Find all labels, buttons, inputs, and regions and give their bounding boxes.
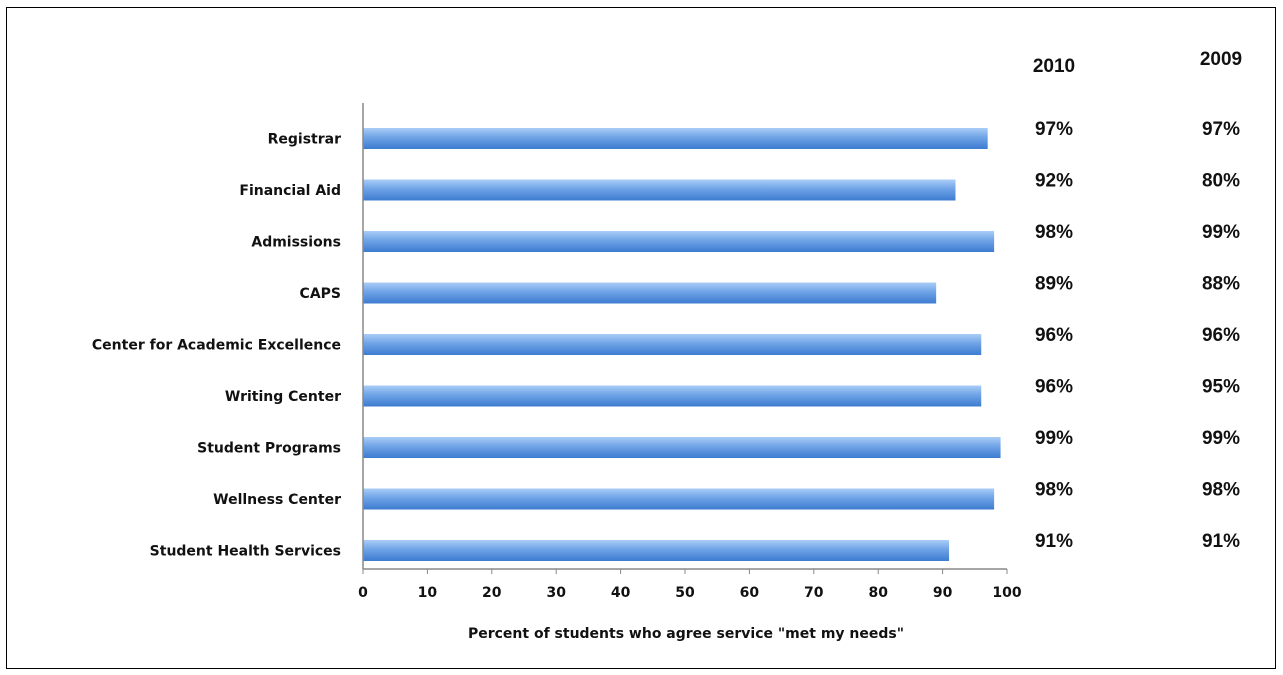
table-header-2010: 2010 — [1033, 56, 1075, 77]
x-tick-label: 60 — [740, 585, 760, 601]
category-label: Admissions — [251, 235, 341, 251]
value-2009: 91% — [1202, 531, 1240, 552]
value-2010: 96% — [1035, 325, 1073, 346]
bar-admissions — [363, 231, 995, 252]
category-label: Writing Center — [225, 389, 341, 405]
x-tick-label: 70 — [804, 585, 824, 601]
value-2009: 96% — [1202, 325, 1240, 346]
bars-layer — [363, 128, 1001, 561]
x-axis-title: Percent of students who agree service "m… — [468, 626, 904, 642]
x-tick-labels: 0 10 20 30 40 50 60 70 80 90 100 — [358, 585, 1022, 601]
value-2009: 99% — [1202, 222, 1240, 243]
value-2010: 89% — [1035, 274, 1073, 295]
category-label: Center for Academic Excellence — [92, 338, 341, 354]
value-2009: 97% — [1202, 119, 1240, 140]
bar-registrar — [363, 128, 988, 149]
value-2010: 98% — [1035, 222, 1073, 243]
value-2010: 91% — [1035, 531, 1073, 552]
value-2010: 97% — [1035, 119, 1073, 140]
value-2009: 98% — [1202, 480, 1240, 501]
bar-student-health-services — [363, 540, 950, 561]
category-labels: Registrar Financial Aid Admissions CAPS Cent… — [92, 132, 341, 560]
percent-column-2009: 97% 80% 99% 88% 96% 95% 99% 98% 91% — [1202, 119, 1240, 552]
percent-column-2010: 97% 92% 98% 89% 96% 96% 99% 98% 91% — [1035, 119, 1073, 552]
bar-center-for-academic-excellence — [363, 334, 982, 355]
x-tick-label: 40 — [611, 585, 631, 601]
x-tick-label: 0 — [358, 585, 368, 601]
value-2010: 99% — [1035, 428, 1073, 449]
x-tick-label: 20 — [482, 585, 502, 601]
bar-writing-center — [363, 385, 982, 407]
bar-financial-aid — [363, 179, 956, 201]
bar-student-programs — [363, 437, 1001, 458]
x-tick-label: 80 — [868, 585, 888, 601]
x-tick-label: 30 — [546, 585, 566, 601]
category-label: Registrar — [268, 132, 341, 148]
category-label: CAPS — [300, 286, 341, 302]
value-2009: 80% — [1202, 171, 1240, 192]
x-tick-label: 100 — [992, 585, 1021, 601]
value-2010: 96% — [1035, 377, 1073, 398]
axes-layer — [362, 103, 1008, 574]
category-label: Wellness Center — [213, 492, 341, 508]
x-tick-label: 90 — [933, 585, 953, 601]
value-2010: 98% — [1035, 480, 1073, 501]
category-label: Student Programs — [197, 441, 341, 457]
value-2009: 99% — [1202, 428, 1240, 449]
x-tick-label: 10 — [418, 585, 438, 601]
value-2010: 92% — [1035, 171, 1073, 192]
bar-caps — [363, 282, 937, 304]
value-2009: 95% — [1202, 377, 1240, 398]
table-header-2009: 2009 — [1200, 49, 1242, 70]
chart-frame: 2010 2009 Registrar Financial Aid Admissio… — [6, 7, 1276, 669]
bar-wellness-center — [363, 488, 995, 510]
x-tick-label: 50 — [675, 585, 695, 601]
category-label: Financial Aid — [239, 183, 341, 199]
category-label: Student Health Services — [150, 544, 341, 560]
value-2009: 88% — [1202, 274, 1240, 295]
